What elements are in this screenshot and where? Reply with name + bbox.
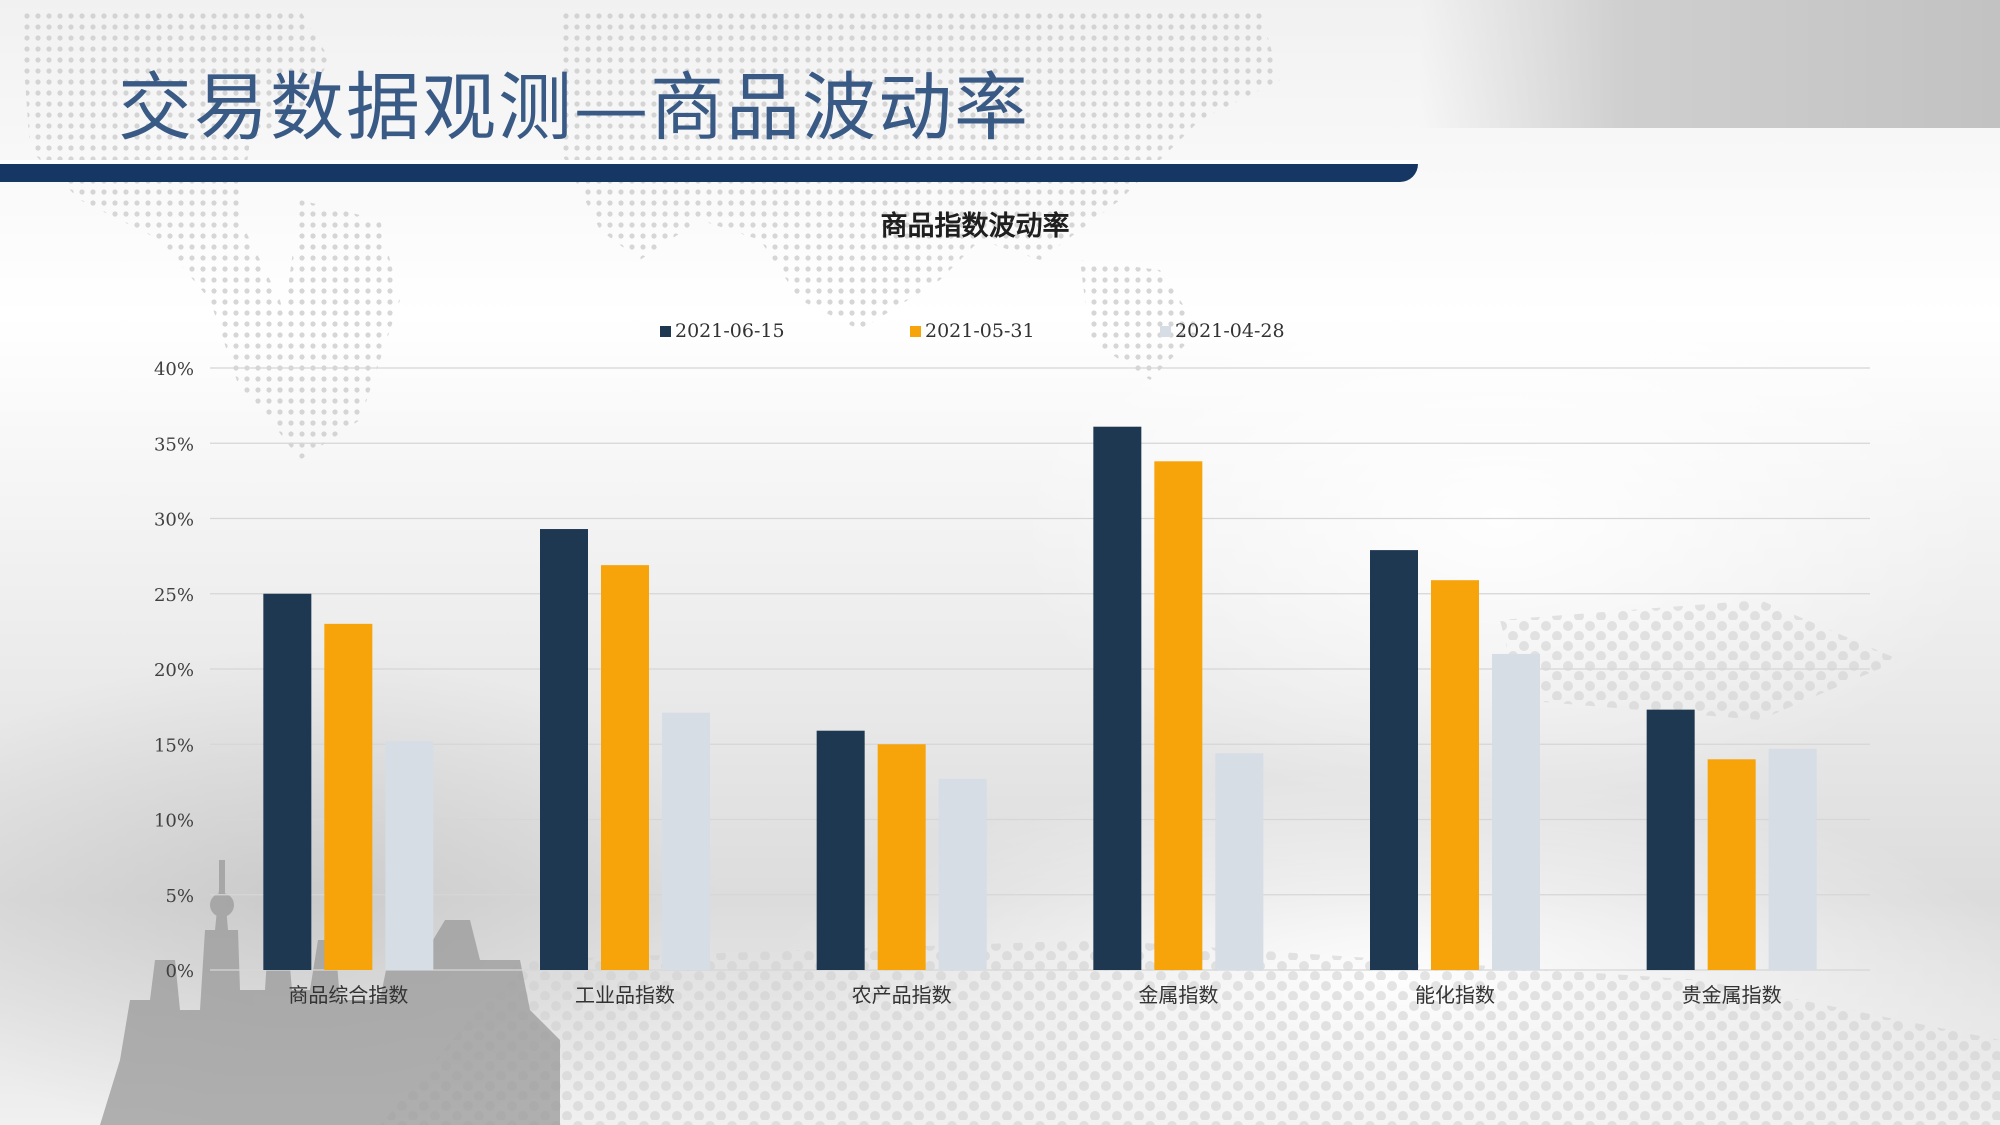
x-tick-label: 工业品指数 (575, 983, 675, 1007)
bar-2 (601, 565, 649, 970)
x-tick-label: 贵金属指数 (1682, 983, 1782, 1007)
x-tick-label: 能化指数 (1415, 983, 1495, 1007)
legend-label-series-3: 2021-04-28 (1175, 320, 1285, 342)
bar-3 (385, 741, 434, 970)
bar-2 (1707, 759, 1756, 970)
page-title: 交易数据观测—商品波动率 (118, 65, 1030, 151)
bar-3 (1768, 748, 1817, 970)
bar-3 (1215, 753, 1264, 970)
bar-2 (1431, 580, 1479, 970)
x-axis-ticks: 商品综合指数 工业品指数 农产品指数 金属指数 能化指数 贵金属指数 (288, 983, 1781, 1007)
legend-item-series-1: 2021-06-15 (660, 318, 880, 344)
bar-2 (1154, 461, 1203, 970)
legend-item-series-3: 2021-04-28 (1160, 318, 1380, 344)
bar-2 (324, 623, 373, 970)
legend-swatch-series-1 (660, 325, 671, 337)
bar-1 (1370, 550, 1418, 970)
x-tick-label: 农产品指数 (852, 983, 952, 1007)
y-tick-label: 10% (154, 811, 194, 832)
title-rule-highlight (0, 160, 1420, 164)
y-tick-label: 40% (154, 359, 194, 380)
y-tick-label: 0% (165, 961, 194, 982)
legend-swatch-series-3 (1160, 325, 1171, 337)
bar-1 (1646, 709, 1695, 970)
bar-1 (816, 730, 865, 970)
bar-3 (662, 712, 710, 970)
chart-title: 商品指数波动率 (880, 211, 1070, 242)
y-tick-label: 30% (154, 510, 194, 531)
bar-3 (938, 778, 987, 970)
chart-grid (210, 367, 1870, 971)
x-tick-label: 商品综合指数 (288, 983, 408, 1007)
y-tick-label: 25% (154, 585, 194, 606)
title-rule (0, 164, 1418, 182)
chart-legend: 2021-06-15 2021-05-31 2021-04-28 (660, 318, 1380, 344)
bar-3 (1492, 653, 1540, 970)
title-bar-background (1420, 0, 2000, 128)
bar-2 (877, 744, 926, 970)
chart-bars (263, 426, 1817, 970)
legend-swatch-series-2 (910, 325, 921, 337)
bar-1 (1093, 426, 1142, 970)
hex-dot-floor (380, 600, 2000, 1125)
y-axis-ticks: 0% 5% 10% 15% 20% 25% 30% 35% 40% (154, 359, 194, 982)
legend-label-series-2: 2021-05-31 (925, 320, 1035, 342)
y-tick-label: 5% (165, 886, 194, 907)
skyline-silhouette (100, 860, 560, 1125)
y-tick-label: 15% (154, 735, 194, 756)
y-tick-label: 20% (154, 660, 194, 681)
bar-1 (540, 529, 588, 970)
x-tick-label: 金属指数 (1138, 983, 1218, 1007)
y-tick-label: 35% (154, 434, 194, 455)
legend-item-series-2: 2021-05-31 (910, 318, 1130, 344)
bar-1 (263, 593, 312, 970)
legend-label-series-1: 2021-06-15 (675, 320, 785, 342)
